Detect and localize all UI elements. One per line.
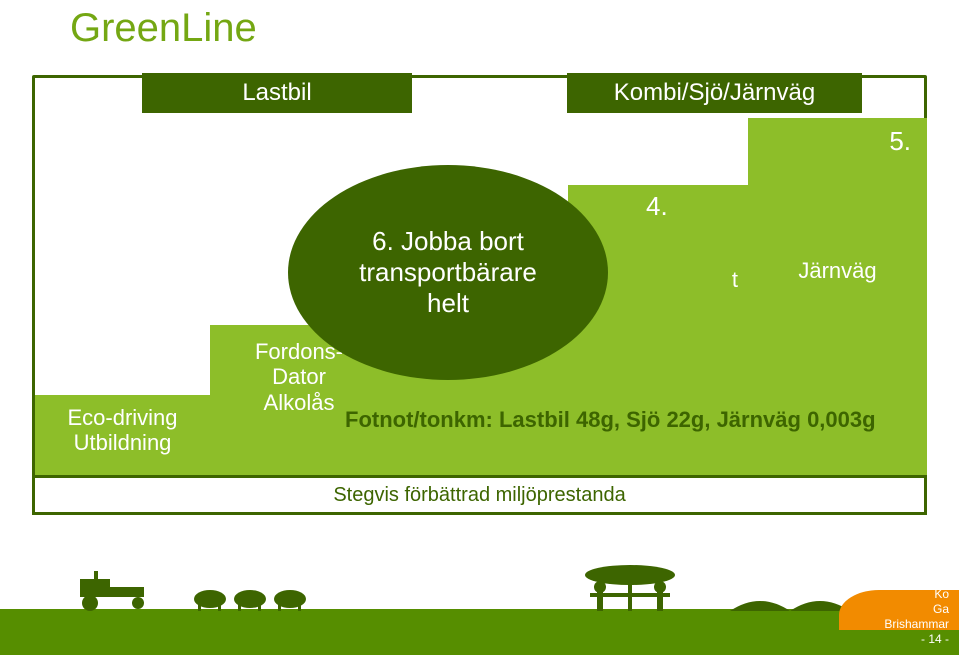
header-left: Lastbil [142,73,412,113]
page-title: GreenLine [70,6,257,51]
picnic-icon [560,563,700,611]
corner-cut1: Ko [934,587,949,601]
tractor-icon [60,571,170,611]
step-5-label: Järnväg [748,258,927,283]
slide: GreenLine Lastbil Kombi/Sjö/Järnväg 5. J… [0,0,959,655]
caption-text: Stegvis förbättrad miljöprestanda [333,484,625,507]
page-corner-info: Ko Ga Brishammar - 14 - [884,587,949,647]
ellipse-line3: helt [427,288,469,319]
header-right-label: Kombi/Sjö/Järnväg [614,79,815,107]
corner-cut2: Ga [933,602,949,616]
step-5-num: 5. [889,126,911,157]
header-right: Kombi/Sjö/Järnväg [567,73,862,113]
corner-line4: - 14 - [884,632,949,647]
grass-band [0,609,959,655]
corner-line3: Brishammar [884,617,949,632]
header-left-label: Lastbil [242,79,311,107]
cows-icon [190,579,310,611]
step-1-num: 1. [71,353,93,384]
ellipse-line1: 6. Jobba bort [372,226,524,257]
ellipse-line2: transportbärare [359,257,537,288]
caption-band: Stegvis förbättrad miljöprestanda [32,475,927,515]
step-6-ellipse: 6. Jobba bort transportbärare helt [288,165,608,380]
step-4-num: 4. [646,191,668,222]
step-1-label: Eco-drivingUtbildning [35,405,210,456]
field-icon [730,583,850,611]
step-1: 1. Eco-drivingUtbildning [35,395,210,475]
footnote: Fotnot/tonkm: Lastbil 48g, Sjö 22g, Järn… [345,407,876,433]
